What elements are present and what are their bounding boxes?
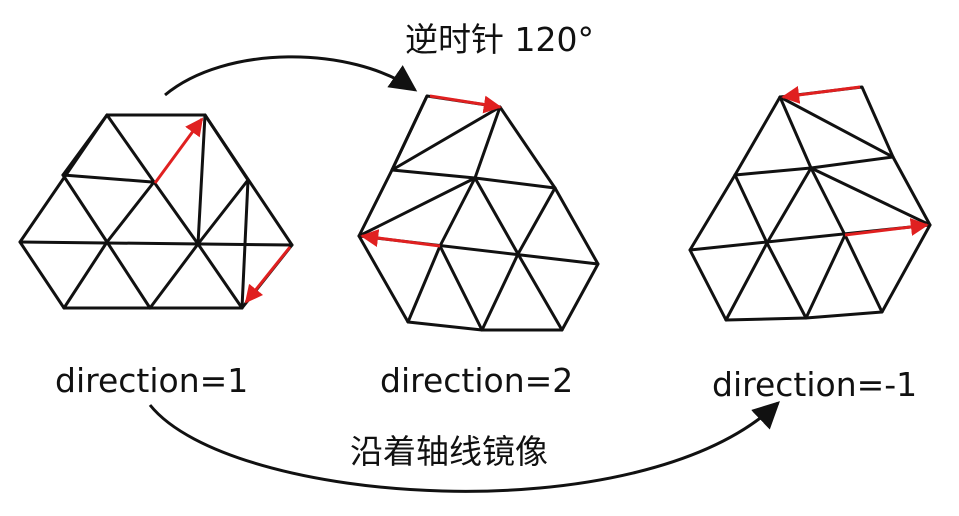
- label-direction-minus-1: direction=-1: [712, 365, 918, 404]
- highlight-edges-direction-1: [153, 117, 292, 304]
- red-arrow-edge: [244, 246, 292, 304]
- red-arrow-edge: [360, 229, 441, 248]
- hexagon-mesh-direction-1: [18, 113, 294, 310]
- red-arrow-edge: [153, 117, 204, 184]
- red-arrow-edge: [781, 85, 861, 104]
- mirror-caption: 沿着轴线镜像: [350, 432, 548, 471]
- mirror-arrow: [148, 401, 780, 493]
- red-arrow-edge: [429, 94, 502, 114]
- label-direction-1: direction=1: [55, 361, 249, 400]
- highlight-edges-direction-minus-1: [781, 85, 929, 237]
- rotate-arrow: [164, 55, 418, 97]
- label-direction-2: direction=2: [380, 361, 574, 400]
- mesh-direction-minus-1: [688, 85, 932, 322]
- highlight-edges-direction-2: [360, 94, 502, 248]
- red-arrow-edge: [844, 218, 929, 237]
- mesh-direction-2: [357, 94, 600, 332]
- rotation-caption: 逆时针 120°: [405, 20, 594, 59]
